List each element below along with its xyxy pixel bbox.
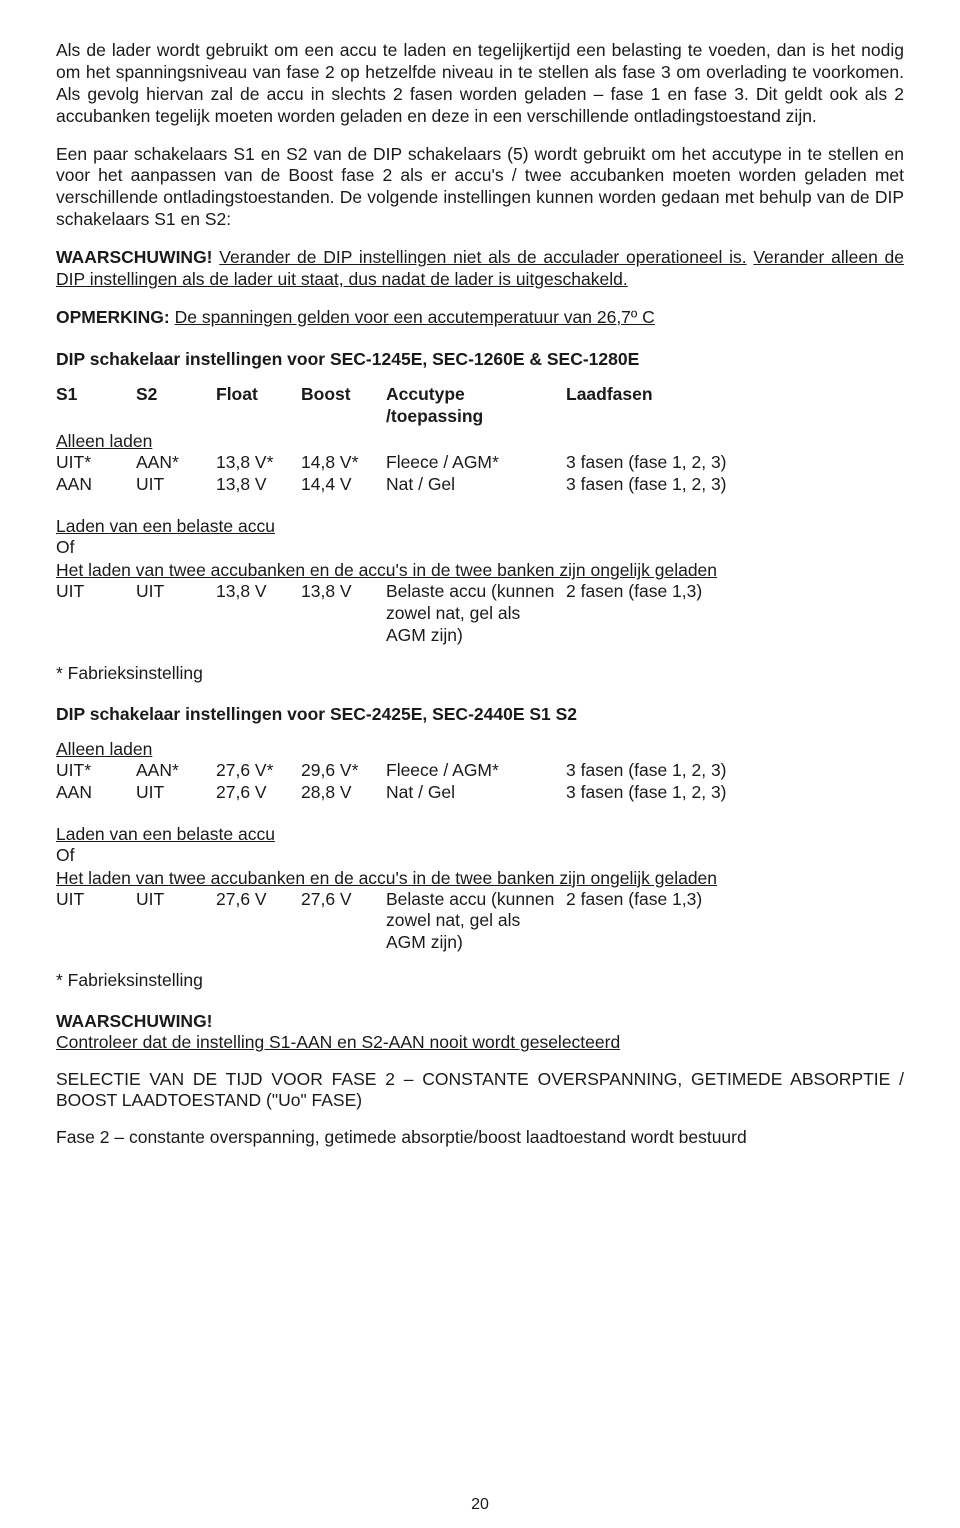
col-boost: Boost: [301, 384, 386, 428]
table1-footnote: * Fabrieksinstelling: [56, 663, 904, 684]
table1-group2: UIT UIT 13,8 V 13,8 V Belaste accu (kunn…: [56, 581, 904, 647]
table2-group1-label: Alleen laden: [56, 739, 904, 760]
note-text: De spanningen gelden voor een accutemper…: [175, 307, 655, 327]
table1-group2-l2: Of: [56, 537, 904, 558]
table1-group1: UIT* AAN* 13,8 V* 14,8 V* Fleece / AGM* …: [56, 452, 904, 496]
table2-group1: UIT* AAN* 27,6 V* 29,6 V* Fleece / AGM* …: [56, 760, 904, 804]
intro-paragraph-1: Als de lader wordt gebruikt om een accu …: [56, 40, 904, 128]
note-paragraph: OPMERKING: De spanningen gelden voor een…: [56, 307, 904, 329]
table2-footnote: * Fabrieksinstelling: [56, 970, 904, 991]
col-fasen: Laadfasen: [566, 384, 904, 428]
table1-group1-label: Alleen laden: [56, 431, 904, 452]
warning-paragraph: WAARSCHUWING! Verander de DIP instelling…: [56, 247, 904, 291]
table1-group2-l1: Laden van een belaste accu: [56, 516, 904, 537]
table1-title: DIP schakelaar instellingen voor SEC-124…: [56, 349, 904, 370]
closing-paragraph: Fase 2 – constante overspanning, getimed…: [56, 1127, 904, 1149]
table-row: UIT* AAN* 27,6 V* 29,6 V* Fleece / AGM* …: [56, 760, 904, 782]
table-row: UIT UIT 27,6 V 27,6 V Belaste accu (kunn…: [56, 889, 904, 955]
document-page: Als de lader wordt gebruikt om een accu …: [0, 0, 960, 1528]
table2-group2: UIT UIT 27,6 V 27,6 V Belaste accu (kunn…: [56, 889, 904, 955]
col-s1: S1: [56, 384, 136, 428]
warning2-label: WAARSCHUWING!: [56, 1011, 904, 1032]
col-accutype: Accutype /toepassing: [386, 384, 566, 428]
table1-header: S1 S2 Float Boost Accutype /toepassing L…: [56, 384, 904, 428]
table2-group2-l3: Het laden van twee accubanken en de accu…: [56, 868, 904, 889]
table2-title: DIP schakelaar instellingen voor SEC-242…: [56, 704, 904, 725]
selectie-heading: SELECTIE VAN DE TIJD VOOR FASE 2 – CONST…: [56, 1069, 904, 1111]
warning2-text: Controleer dat de instelling S1-AAN en S…: [56, 1032, 904, 1053]
table-row: AAN UIT 13,8 V 14,4 V Nat / Gel 3 fasen …: [56, 474, 904, 496]
table2-group2-l1: Laden van een belaste accu: [56, 824, 904, 845]
note-label: OPMERKING:: [56, 307, 170, 327]
intro-paragraph-2: Een paar schakelaars S1 en S2 van de DIP…: [56, 144, 904, 232]
warning2-block: WAARSCHUWING! Controleer dat de instelli…: [56, 1011, 904, 1053]
table-header-row: S1 S2 Float Boost Accutype /toepassing L…: [56, 384, 904, 428]
page-number: 20: [0, 1496, 960, 1514]
col-float: Float: [216, 384, 301, 428]
table-row: UIT UIT 13,8 V 13,8 V Belaste accu (kunn…: [56, 581, 904, 647]
table-row: AAN UIT 27,6 V 28,8 V Nat / Gel 3 fasen …: [56, 782, 904, 804]
col-s2: S2: [136, 384, 216, 428]
warning-text-1: Verander de DIP instellingen niet als de…: [219, 247, 746, 267]
table-row: UIT* AAN* 13,8 V* 14,8 V* Fleece / AGM* …: [56, 452, 904, 474]
table2-group2-l2: Of: [56, 845, 904, 866]
warning-label: WAARSCHUWING!: [56, 247, 213, 267]
table1-group2-l3: Het laden van twee accubanken en de accu…: [56, 560, 904, 581]
